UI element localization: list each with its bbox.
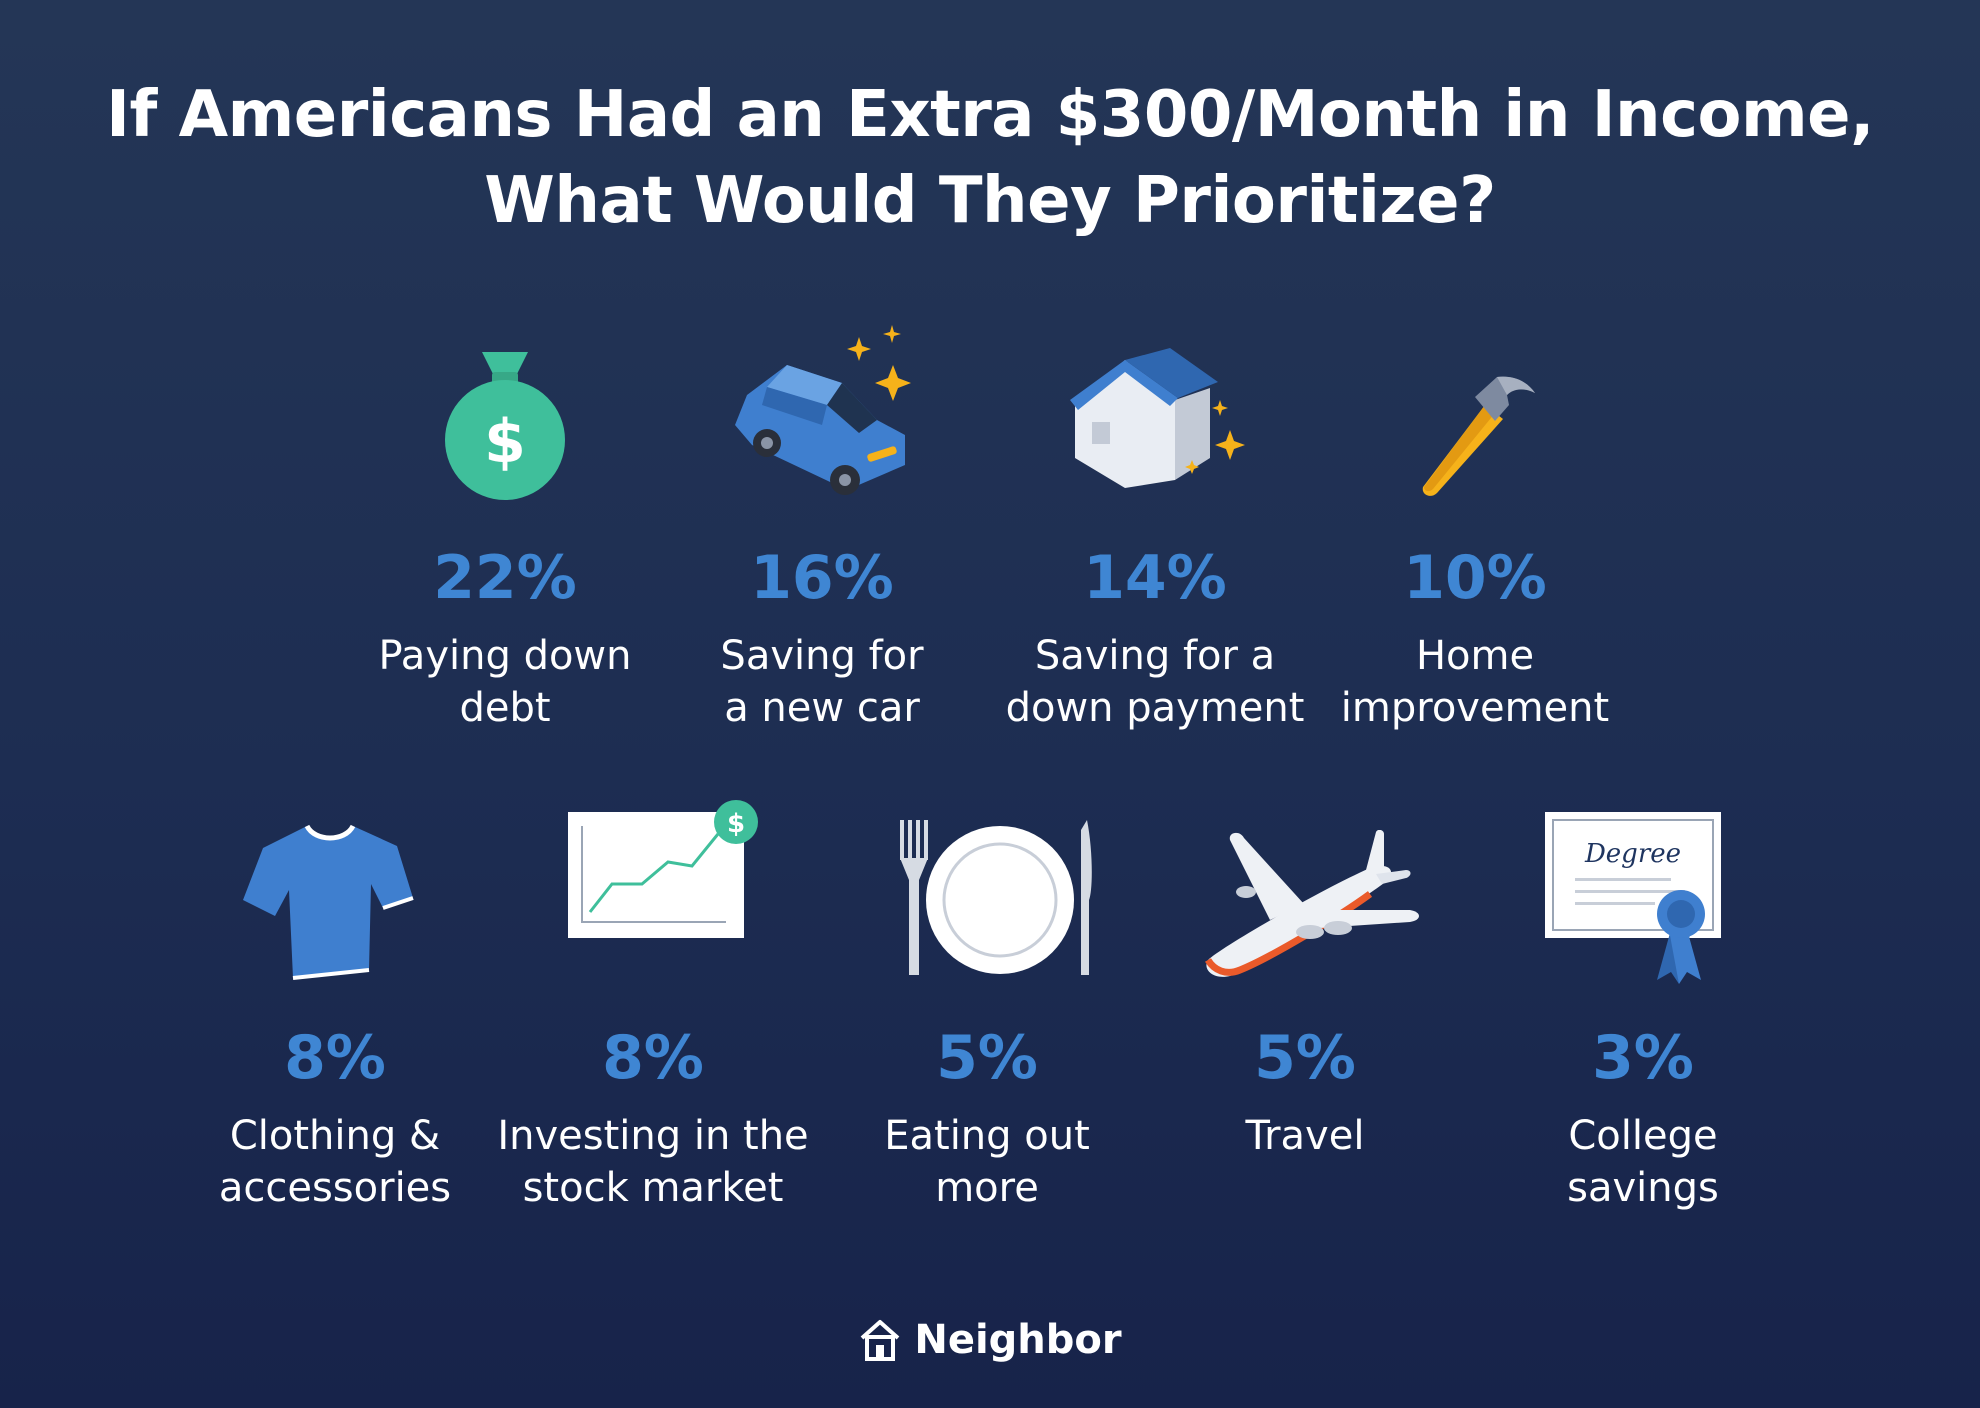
category-label: Clothing & accessories [218, 1113, 452, 1211]
svg-text:$: $ [727, 809, 745, 839]
brand-name: Neighbor [914, 1317, 1122, 1363]
svg-text:Degree: Degree [1584, 839, 1681, 869]
stat-saving-down-payment: 14% Saving for a down payment [985, 340, 1325, 740]
category-label: Paying down debt [378, 633, 632, 731]
percent-value: 5% [1254, 1023, 1356, 1093]
tshirt-icon [243, 824, 414, 980]
category-label: Eating out more [884, 1113, 1090, 1211]
title-line-1: If Americans Had an Extra $300/Month in … [106, 78, 1874, 152]
neighbor-house-logo-icon [861, 1320, 900, 1361]
stat-investing-stock-market: $ 8% Investing in the stock market [483, 800, 823, 1220]
house-icon [1070, 348, 1245, 488]
stock-chart-icon: $ [568, 800, 758, 938]
car-icon [735, 325, 911, 495]
percent-value: 16% [750, 543, 894, 613]
stat-college-savings: Degree 3% College savings [1473, 800, 1813, 1220]
percent-value: 3% [1592, 1023, 1694, 1093]
stat-paying-down-debt: $ 22% Paying down debt [335, 340, 675, 740]
plate-icon [900, 820, 1092, 975]
money-bag-icon: $ [445, 352, 565, 500]
category-label: Home improvement [1340, 633, 1610, 731]
footer-branding: Neighbor [0, 1310, 1980, 1370]
percent-value: 5% [936, 1023, 1038, 1093]
category-label: College savings [1567, 1113, 1719, 1211]
stat-home-improvement: 10% Home improvement [1305, 340, 1645, 740]
category-label: Investing in the stock market [497, 1113, 809, 1211]
percent-value: 8% [284, 1023, 386, 1093]
infographic-title: If Americans Had an Extra $300/Month in … [0, 72, 1980, 244]
svg-text:$: $ [484, 407, 526, 477]
percent-value: 8% [602, 1023, 704, 1093]
diploma-icon: Degree [1545, 812, 1721, 984]
category-label: Saving for a new car [720, 633, 924, 731]
percent-value: 10% [1403, 543, 1547, 613]
stat-clothing-accessories: 8% Clothing & accessories [165, 800, 505, 1220]
stat-travel: 5% Travel [1135, 800, 1475, 1220]
stat-saving-new-car: 16% Saving for a new car [652, 325, 992, 740]
hammer-icon [1422, 376, 1535, 496]
airplane-icon [1204, 830, 1419, 977]
percent-value: 22% [433, 543, 577, 613]
title-line-2: What Would They Prioritize? [484, 164, 1496, 238]
percent-value: 14% [1083, 543, 1227, 613]
category-label: Travel [1245, 1113, 1365, 1159]
stat-eating-out: 5% Eating out more [817, 800, 1157, 1220]
category-label: Saving for a down payment [1005, 633, 1305, 731]
